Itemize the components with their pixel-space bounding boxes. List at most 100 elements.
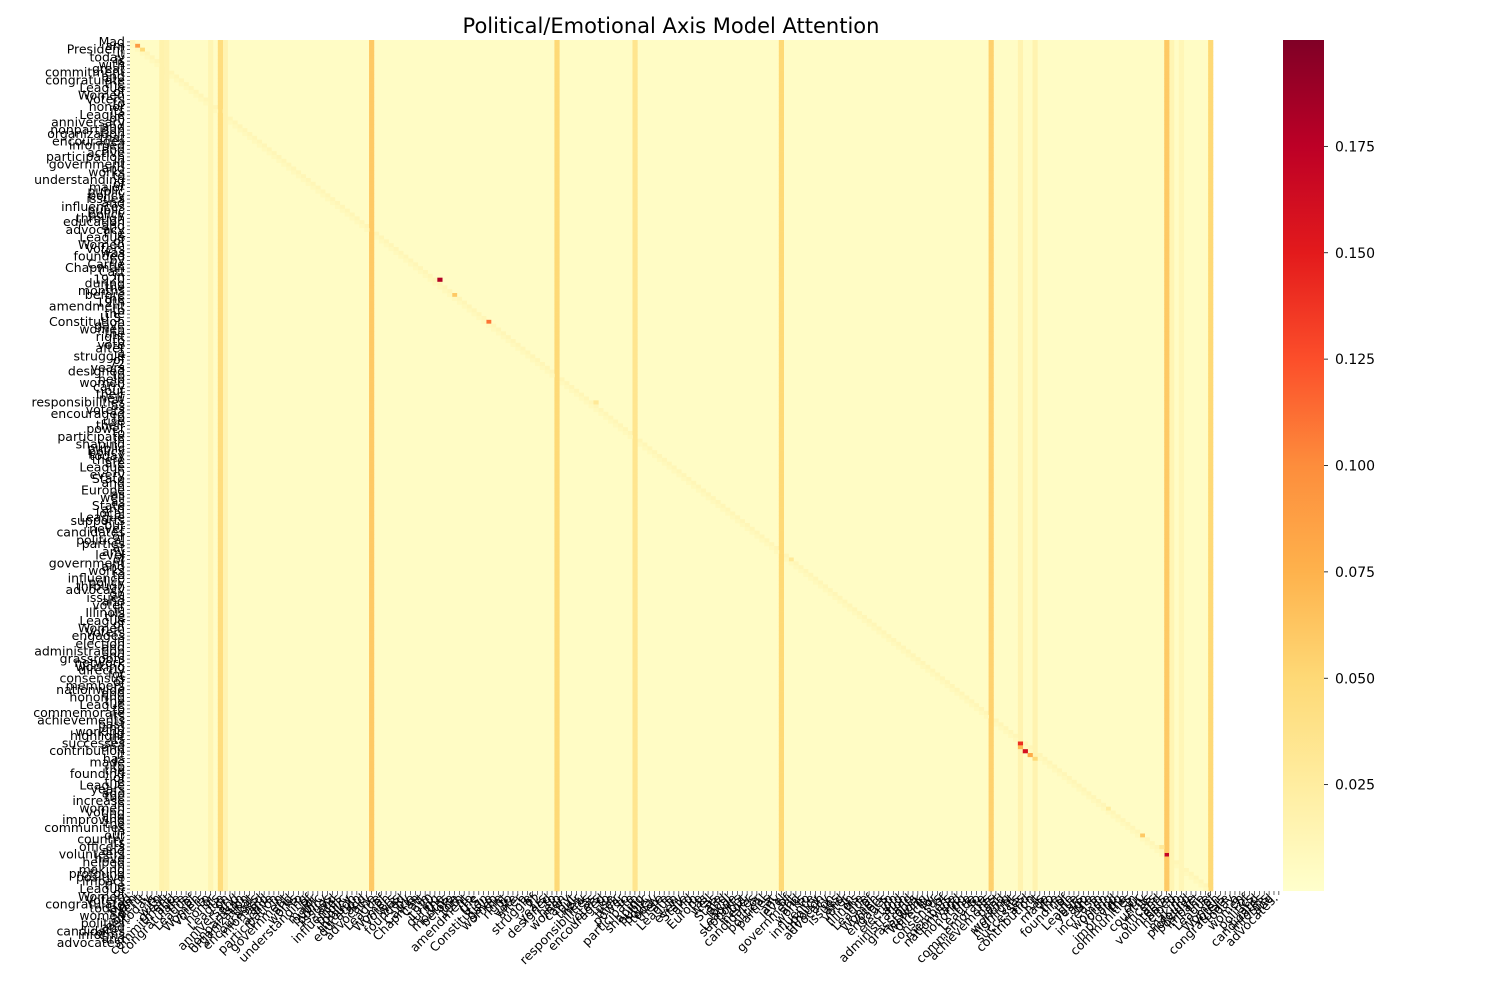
heatmap-cell bbox=[208, 687, 214, 692]
heatmap-cell bbox=[208, 756, 214, 761]
heatmap-cell bbox=[222, 112, 228, 117]
heatmap-cell bbox=[1169, 270, 1175, 275]
heatmap-cell bbox=[1164, 519, 1170, 524]
heatmap-cell bbox=[632, 879, 638, 884]
heatmap-cell bbox=[222, 576, 228, 581]
heatmap-cell bbox=[1169, 592, 1175, 597]
heatmap-cell bbox=[1178, 143, 1185, 148]
heatmap-cell bbox=[1178, 139, 1185, 144]
heatmap-cell bbox=[369, 388, 375, 393]
heatmap-cell bbox=[632, 419, 638, 424]
heatmap-cell bbox=[554, 135, 560, 140]
heatmap-cell bbox=[222, 461, 228, 466]
heatmap-cell bbox=[988, 411, 994, 416]
heatmap-cell bbox=[778, 381, 784, 386]
heatmap-cell bbox=[208, 634, 214, 639]
heatmap-cell bbox=[632, 864, 638, 869]
heatmap-cell bbox=[222, 442, 228, 447]
heatmap-cell bbox=[778, 82, 784, 87]
heatmap-cell bbox=[164, 385, 170, 390]
heatmap-cell bbox=[988, 415, 994, 420]
heatmap-cell bbox=[159, 434, 165, 439]
heatmap-cell bbox=[632, 135, 638, 140]
heatmap-cell bbox=[554, 699, 560, 704]
heatmap-cell bbox=[164, 89, 170, 94]
heatmap-cell bbox=[1169, 703, 1175, 708]
heatmap-cell bbox=[988, 852, 994, 857]
heatmap-cell bbox=[632, 316, 638, 321]
heatmap-cell bbox=[1208, 454, 1214, 459]
heatmap-cell bbox=[1017, 381, 1024, 386]
heatmap-cell bbox=[495, 327, 502, 332]
heatmap-cell bbox=[905, 649, 911, 654]
y-tick-label: during bbox=[85, 275, 125, 290]
heatmap-cell bbox=[1169, 162, 1175, 167]
heatmap-cell bbox=[1208, 733, 1214, 738]
heatmap-cell bbox=[1178, 779, 1185, 784]
heatmap-cell bbox=[1178, 860, 1185, 865]
heatmap-cell bbox=[159, 243, 165, 248]
heatmap-cell bbox=[208, 197, 214, 202]
heatmap-cell bbox=[1003, 726, 1009, 731]
heatmap-cell bbox=[369, 281, 375, 286]
heatmap-cell bbox=[1017, 323, 1024, 328]
heatmap-cell bbox=[369, 220, 375, 225]
y-tick-label: issues bbox=[86, 590, 125, 605]
heatmap-cell bbox=[632, 431, 638, 436]
heatmap-cell bbox=[1178, 492, 1185, 497]
heatmap-cell bbox=[1164, 132, 1170, 137]
heatmap-cell bbox=[632, 553, 638, 558]
heatmap-cell bbox=[1208, 124, 1214, 129]
y-tick-label: and bbox=[101, 118, 125, 133]
heatmap-cell bbox=[208, 664, 214, 669]
heatmap-cell bbox=[1017, 162, 1024, 167]
heatmap-cell bbox=[217, 787, 223, 792]
heatmap-cell bbox=[778, 507, 784, 512]
heatmap-cell bbox=[1178, 500, 1185, 505]
heatmap-cell bbox=[159, 668, 165, 673]
heatmap-cell bbox=[1032, 607, 1038, 612]
heatmap-cell bbox=[686, 480, 692, 485]
heatmap-cell bbox=[1032, 465, 1038, 470]
heatmap-cell bbox=[1164, 530, 1170, 535]
heatmap-cell bbox=[217, 132, 223, 137]
heatmap-cell bbox=[554, 350, 560, 355]
heatmap-cell bbox=[539, 362, 545, 367]
heatmap-cell bbox=[554, 327, 560, 332]
heatmap-cell bbox=[222, 492, 228, 497]
heatmap-cell bbox=[1017, 503, 1024, 508]
heatmap-cell bbox=[632, 841, 638, 846]
heatmap-cell bbox=[778, 101, 784, 106]
heatmap-cell bbox=[1169, 51, 1175, 56]
heatmap-cell bbox=[1071, 783, 1077, 788]
heatmap-cell bbox=[217, 143, 223, 148]
heatmap-cell bbox=[369, 208, 375, 213]
heatmap-cell bbox=[505, 339, 511, 344]
heatmap-cell bbox=[1017, 745, 1024, 750]
y-tick-label: nonpartisan bbox=[50, 122, 125, 137]
heatmap-cell bbox=[554, 753, 560, 758]
heatmap-cell bbox=[988, 296, 994, 301]
heatmap-cell bbox=[988, 331, 994, 336]
heatmap-cell bbox=[217, 764, 223, 769]
heatmap-cell bbox=[1208, 864, 1214, 869]
heatmap-cell bbox=[222, 239, 228, 244]
heatmap-cell bbox=[1032, 580, 1038, 585]
heatmap-cell bbox=[208, 557, 214, 562]
heatmap-cell bbox=[632, 227, 638, 232]
heatmap-cell bbox=[632, 43, 638, 48]
heatmap-cell bbox=[1178, 695, 1185, 700]
heatmap-cell bbox=[852, 611, 858, 616]
heatmap-cell bbox=[369, 818, 375, 823]
heatmap-cell bbox=[217, 519, 223, 524]
heatmap-cell bbox=[1017, 756, 1024, 761]
heatmap-cell bbox=[1169, 496, 1175, 501]
heatmap-cell bbox=[1017, 289, 1024, 294]
heatmap-cell bbox=[159, 722, 165, 727]
heatmap-cell bbox=[1169, 377, 1175, 382]
heatmap-cell bbox=[1208, 427, 1214, 432]
heatmap-cell bbox=[778, 319, 784, 324]
heatmap-cell bbox=[778, 304, 784, 309]
heatmap-cell bbox=[1032, 162, 1038, 167]
heatmap-cell bbox=[1178, 158, 1185, 163]
